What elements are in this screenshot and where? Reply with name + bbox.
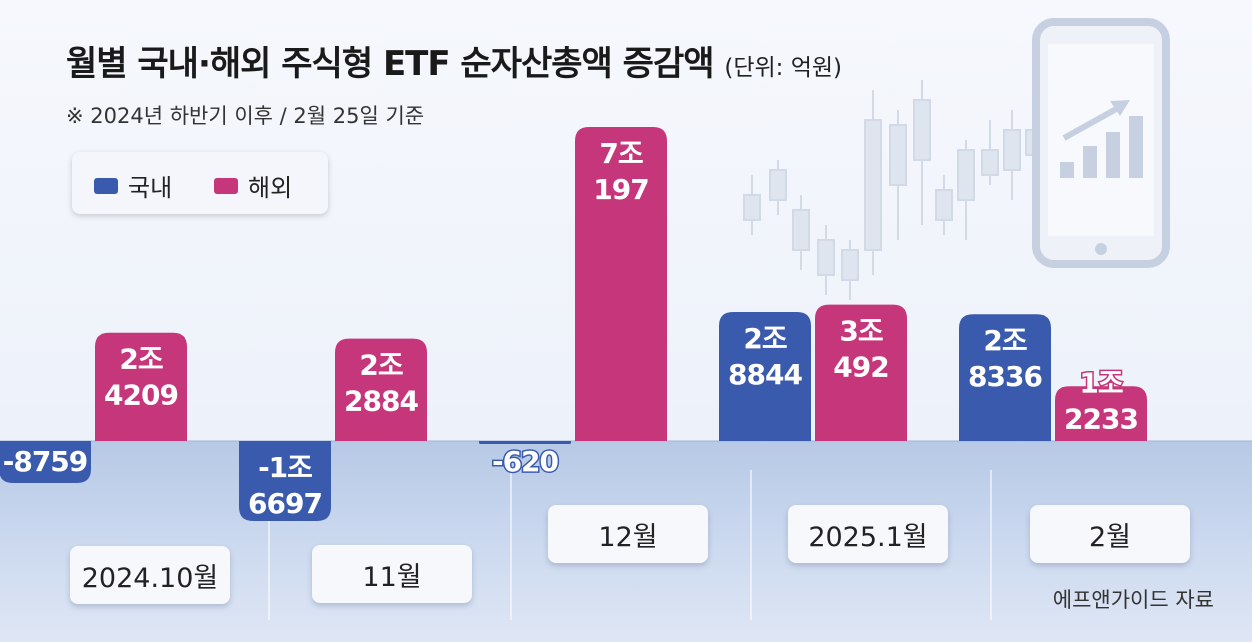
bar-overseas (1055, 386, 1147, 441)
month-label: 11월 (312, 545, 472, 603)
month-label: 2월 (1030, 505, 1190, 563)
legend-domestic-label: 국내 (128, 174, 173, 202)
legend-domestic-swatch (94, 178, 118, 194)
chart-title: 월별 국내·해외 주식형 ETF 순자산총액 증감액 (단위: 억원) (66, 36, 842, 85)
bar-value-label: 8336 (968, 360, 1042, 393)
bar-value-label: -620 (492, 445, 559, 478)
bar-value-label: 2조 (983, 324, 1026, 357)
bar-value-label: 7조 (599, 137, 642, 170)
bar-overseas (95, 332, 187, 441)
bar-value-label: 4209 (104, 379, 178, 412)
month-divider (268, 470, 270, 620)
bar-value-label: 8844 (728, 358, 802, 391)
bar-value-label: 492 (833, 351, 888, 384)
month-label: 2025.1월 (788, 505, 948, 563)
bar-value-label: 2884 (344, 385, 418, 418)
bar-value-label: 1조 (1079, 366, 1122, 399)
month-divider (750, 470, 752, 620)
month-divider (510, 470, 512, 620)
month-label: 2024.10월 (70, 546, 230, 604)
bar-domestic (239, 441, 331, 521)
bar-domestic (719, 311, 811, 441)
bar-domestic (959, 314, 1051, 441)
bar-value-label: 6697 (248, 487, 322, 520)
bar-domestic (0, 441, 91, 483)
bar-value-label: 2조 (743, 322, 786, 355)
bar-overseas (815, 304, 907, 441)
legend: 국내 해외 (72, 152, 328, 214)
month-label: 12월 (548, 505, 708, 563)
bar-value-label: 3조 (839, 315, 882, 348)
bar-value-label: 197 (593, 173, 648, 206)
bar-value-label: 2조 (119, 343, 162, 376)
legend-overseas-swatch (214, 178, 238, 194)
candlestick-decoration-icon (743, 80, 1039, 300)
chart-subtitle: ※ 2024년 하반기 이후 / 2월 25일 기준 (66, 104, 425, 128)
smartphone-chart-icon (1032, 18, 1170, 268)
bar-value-label: -1조 (258, 451, 312, 484)
bar-value-label: 2조 (359, 349, 402, 382)
bar-overseas (335, 338, 427, 441)
title-text: 월별 국내·해외 주식형 ETF 순자산총액 증감액 (66, 44, 715, 84)
source-note: 에프앤가이드 자료 (1052, 588, 1214, 612)
bar-value-label: -8759 (3, 445, 88, 478)
bar-overseas (575, 127, 667, 441)
month-divider (990, 470, 992, 620)
legend-overseas-label: 해외 (248, 174, 293, 202)
bar-domestic (479, 441, 571, 444)
unit-label: (단위: 억원) (724, 55, 843, 81)
bar-value-label: 2233 (1064, 402, 1138, 435)
